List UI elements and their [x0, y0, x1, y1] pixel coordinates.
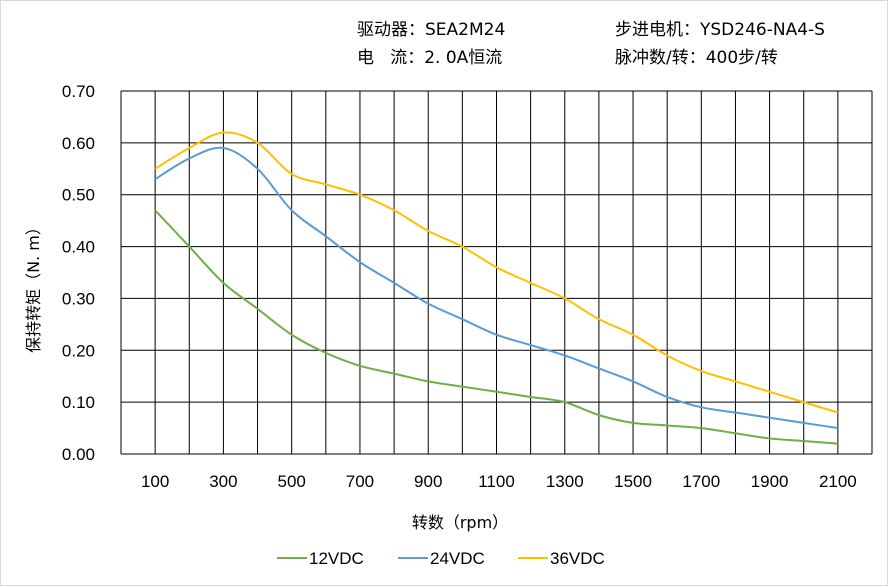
x-tick-label: 1100: [478, 472, 515, 491]
x-tick-label: 700: [346, 472, 374, 491]
motor-label: 步进电机：YSD246-NA4-S: [615, 20, 825, 40]
x-tick-label: 1300: [546, 472, 584, 491]
y-axis-label: 保持转矩（N. m）: [24, 219, 43, 353]
series-line-12VDC: [154, 209, 838, 445]
y-tick-label: 0.20: [62, 341, 95, 360]
x-tick-label: 100: [141, 472, 169, 491]
x-tick-label: 2100: [819, 472, 857, 491]
x-tick-label: 1700: [682, 472, 720, 491]
pulses-label: 脉冲数/转：400步/转: [615, 48, 778, 68]
legend-label-36VDC: 36VDC: [550, 549, 605, 568]
current-label: 电 流：2. 0A恒流: [357, 48, 503, 68]
x-tick-label: 500: [277, 472, 305, 491]
series-line-36VDC: [154, 131, 839, 414]
y-tick-label: 0.00: [62, 445, 95, 464]
y-tick-label: 0.40: [62, 238, 95, 257]
y-tick-label: 0.30: [62, 289, 95, 308]
y-tick-label: 0.70: [62, 82, 95, 101]
driver-label: 驱动器：SEA2M24: [357, 20, 506, 40]
x-axis-label: 转数（rpm）: [412, 513, 508, 532]
y-tick-label: 0.10: [62, 393, 95, 412]
legend-label-12VDC: 12VDC: [309, 549, 364, 568]
x-tick-label: 300: [209, 472, 237, 491]
x-tick-label: 900: [414, 472, 442, 491]
y-tick-label: 0.60: [62, 134, 95, 153]
series-line-24VDC: [154, 146, 839, 430]
x-tick-label: 1900: [751, 472, 789, 491]
x-tick-label: 1500: [614, 472, 652, 491]
legend-label-24VDC: 24VDC: [430, 549, 485, 568]
y-tick-label: 0.50: [62, 186, 95, 205]
